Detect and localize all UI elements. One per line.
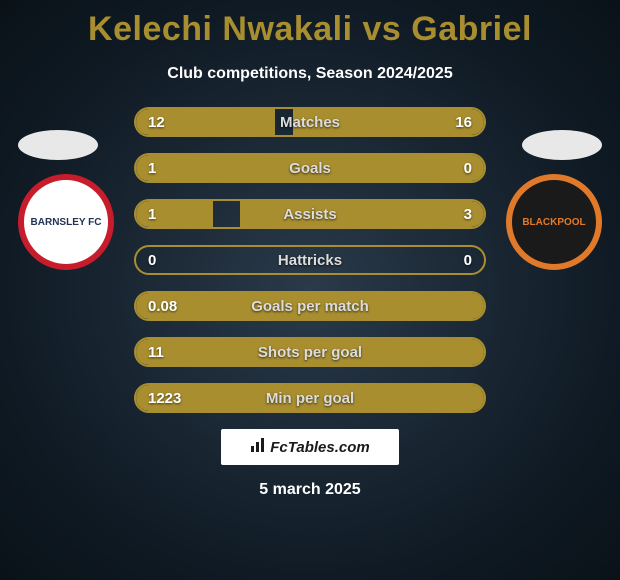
subtitle: Club competitions, Season 2024/2025 [0, 65, 620, 83]
player-right-crest-label: BLACKPOOL [522, 217, 585, 228]
stat-row: 1223Min per goal [134, 383, 486, 413]
stat-label: Matches [136, 114, 484, 131]
stats-container: 12Matches161Goals01Assists30Hattricks00.… [134, 107, 486, 413]
stat-label: Shots per goal [136, 344, 484, 361]
stat-label: Assists [136, 206, 484, 223]
stat-row: 11Shots per goal [134, 337, 486, 367]
chart-icon [250, 438, 266, 456]
stat-row: 12Matches16 [134, 107, 486, 137]
player-right-photo [522, 130, 602, 160]
footer-logo: FcTables.com [221, 429, 399, 465]
player-left-photo [18, 130, 98, 160]
stat-label: Min per goal [136, 390, 484, 407]
stat-right-value: 3 [464, 206, 472, 223]
stat-label: Goals per match [136, 298, 484, 315]
player-right-crest: BLACKPOOL [506, 174, 602, 270]
page-title: Kelechi Nwakali vs Gabriel [0, 0, 620, 49]
footer-date: 5 march 2025 [0, 481, 620, 499]
footer-logo-text: FcTables.com [270, 439, 369, 456]
player-left-crest-label: BARNSLEY FC [31, 217, 102, 228]
stat-row: 1Assists3 [134, 199, 486, 229]
stat-right-value: 0 [464, 252, 472, 269]
stat-row: 0.08Goals per match [134, 291, 486, 321]
stat-label: Hattricks [136, 252, 484, 269]
stat-right-value: 16 [455, 114, 472, 131]
player-left-crest: BARNSLEY FC [18, 174, 114, 270]
stat-label: Goals [136, 160, 484, 177]
stat-row: 0Hattricks0 [134, 245, 486, 275]
stat-right-value: 0 [464, 160, 472, 177]
stat-row: 1Goals0 [134, 153, 486, 183]
